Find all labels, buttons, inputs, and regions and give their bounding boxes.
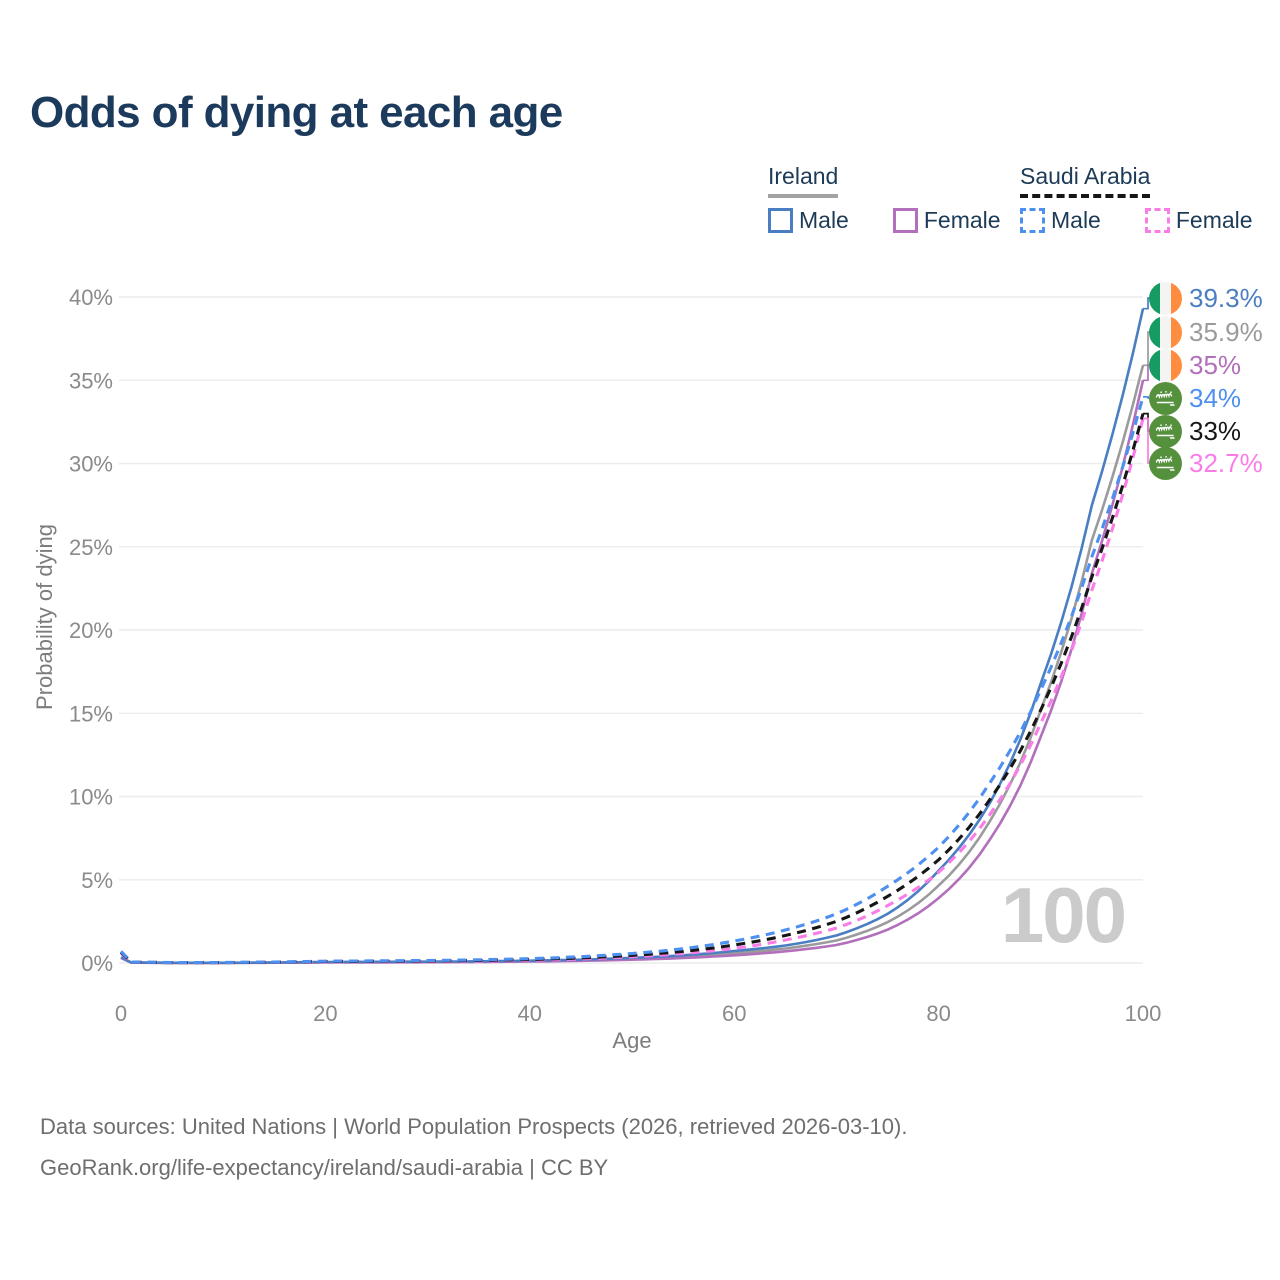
x-tick-label: 0 <box>115 1001 127 1026</box>
saudi-arabia-flag-icon <box>1149 446 1182 480</box>
legend-label: Female <box>1175 207 1253 233</box>
ireland-flag-icon <box>1149 281 1182 315</box>
footer: Data sources: United Nations | World Pop… <box>40 1106 907 1188</box>
y-tick-label: 20% <box>69 618 113 643</box>
end-label-ireland-male: 39.3% <box>1149 281 1263 315</box>
y-tick-label: 0% <box>81 951 113 976</box>
x-tick-label: 60 <box>722 1001 746 1026</box>
data-sources-line: Data sources: United Nations | World Pop… <box>40 1114 908 1139</box>
series-line-ireland-male[interactable] <box>120 308 1145 965</box>
y-tick-label: 5% <box>81 868 113 893</box>
end-value: 33% <box>1189 415 1242 446</box>
end-label-saudi-both: 33% <box>1149 414 1241 448</box>
end-value: 35.9% <box>1189 316 1263 347</box>
page-title: Odds of dying at each age <box>30 88 563 137</box>
ireland-female-swatch-icon <box>892 208 918 233</box>
series-line-ireland-both-sexes[interactable] <box>120 364 1145 965</box>
end-label-ireland-both: 35.9% <box>1149 315 1263 349</box>
legend-row-saudi-arabia: Male Female <box>1020 207 1253 234</box>
end-label-saudi-male: 34% <box>1149 381 1241 415</box>
legend-label: Female <box>923 207 1001 233</box>
x-tick-label: 20 <box>313 1001 337 1026</box>
legend-label: Male <box>799 207 849 233</box>
y-tick-label: 30% <box>69 452 113 477</box>
x-tick-label: 100 <box>1125 1001 1162 1026</box>
legend-group-saudi-arabia: Saudi Arabia Male Female <box>1020 163 1253 234</box>
x-tick-label: 40 <box>518 1001 542 1026</box>
legend-country-ireland[interactable]: Ireland <box>768 163 839 198</box>
end-value: 39.3% <box>1189 282 1263 313</box>
y-tick-label: 15% <box>69 701 113 726</box>
series-line-saudi-arabia-male[interactable] <box>119 396 1145 965</box>
y-tick-label: 25% <box>69 535 113 560</box>
y-axis-title: Probability of dying <box>32 524 57 710</box>
ireland-flag-icon <box>1149 315 1182 349</box>
attribution-line: GeoRank.org/life-expectancy/ireland/saud… <box>40 1155 609 1180</box>
end-label-ireland-female: 35% <box>1149 348 1241 382</box>
legend-item-ireland-female[interactable]: Female <box>892 207 1001 234</box>
ireland-flag-icon <box>1149 348 1182 382</box>
x-axis-title: Age <box>612 1028 652 1053</box>
legend-group-ireland: Ireland Male Female <box>768 163 1001 234</box>
end-value: 35% <box>1189 349 1242 380</box>
saudi-male-swatch-icon <box>1020 208 1045 233</box>
age-watermark: 100 <box>1000 871 1127 959</box>
legend-label: Male <box>1051 207 1101 233</box>
y-tick-label: 10% <box>69 785 113 810</box>
series-line-saudi-arabia-female[interactable] <box>119 418 1145 965</box>
legend-country-saudi-arabia[interactable]: Saudi Arabia <box>1020 163 1151 198</box>
series-line-ireland-female[interactable] <box>120 380 1145 965</box>
saudi-female-swatch-icon <box>1144 208 1170 233</box>
legend-item-saudi-female[interactable]: Female <box>1144 207 1253 234</box>
end-label-saudi-female: 32.7% <box>1149 446 1263 480</box>
saudi-arabia-flag-icon <box>1149 381 1182 415</box>
y-tick-label: 40% <box>69 285 113 310</box>
saudi-arabia-flag-icon <box>1149 414 1182 448</box>
legend-row-ireland: Male Female <box>768 207 1001 234</box>
y-tick-label: 35% <box>69 368 113 393</box>
legend-item-saudi-male[interactable]: Male <box>1020 207 1101 234</box>
end-value: 34% <box>1189 382 1242 413</box>
legend-item-ireland-male[interactable]: Male <box>768 207 849 234</box>
x-tick-label: 80 <box>926 1001 950 1026</box>
end-value: 32.7% <box>1189 447 1263 478</box>
ireland-male-swatch-icon <box>768 208 793 233</box>
